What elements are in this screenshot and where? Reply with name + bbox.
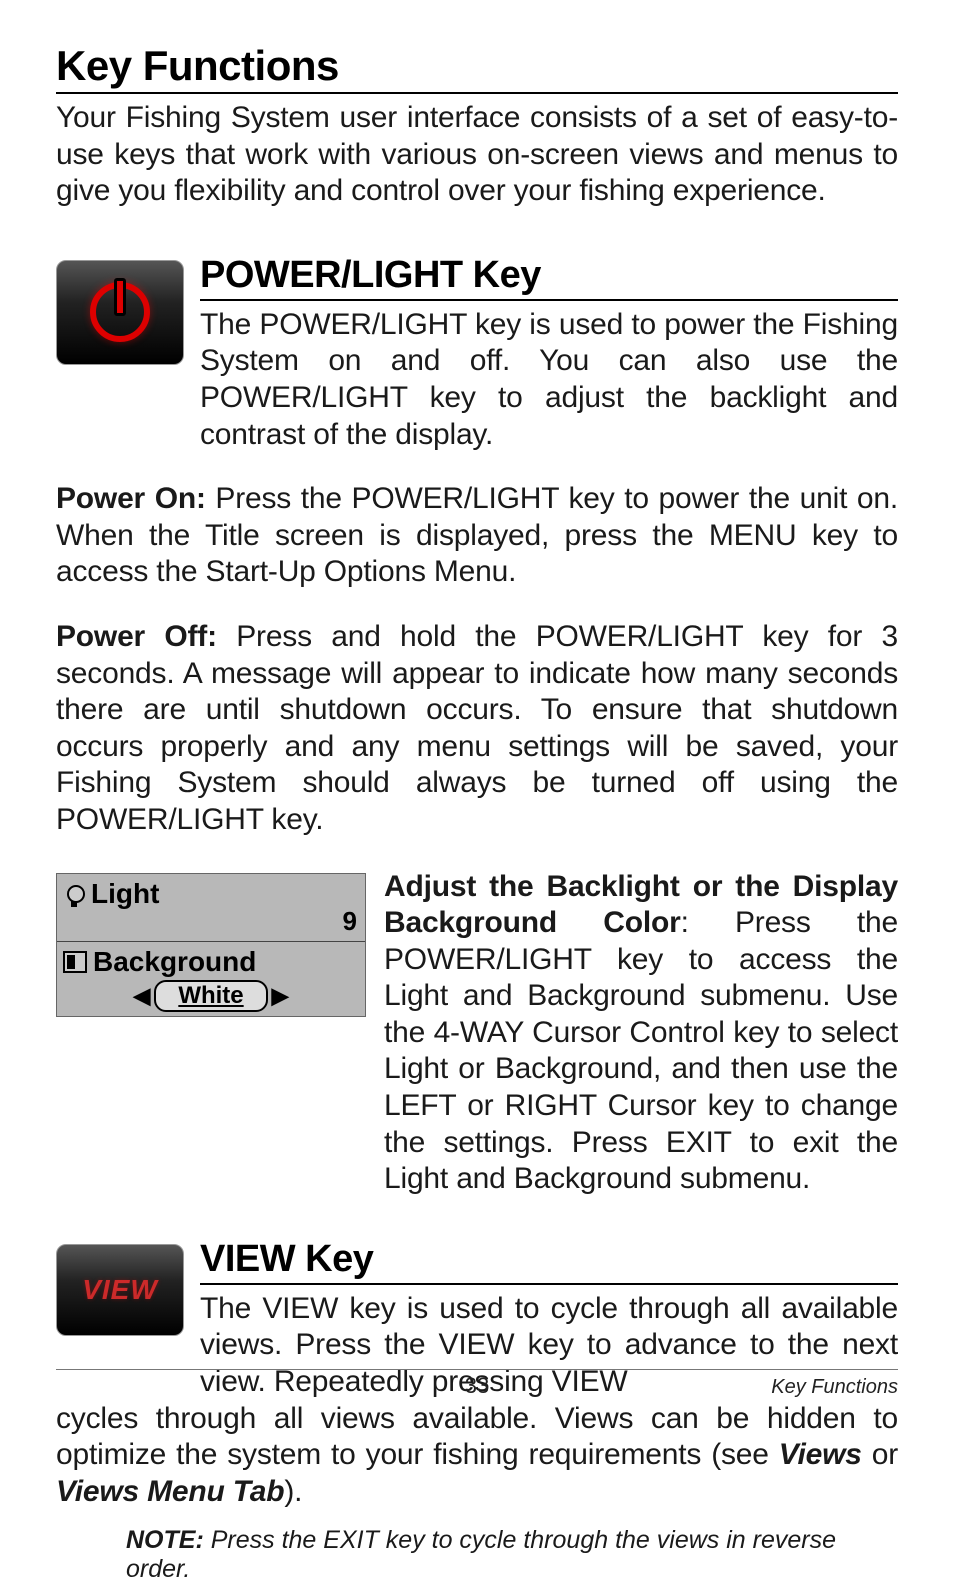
power-off-label: Power Off: xyxy=(56,620,217,653)
view-heading: VIEW Key xyxy=(200,1238,898,1285)
backlight-row: Light 9 Background ◀ White ▶ Adjust the … xyxy=(56,869,898,1198)
menu-light-value: 9 xyxy=(343,906,357,937)
note-text: Press the EXIT key to cycle through the … xyxy=(126,1526,836,1583)
page-number: 33 xyxy=(465,1373,489,1399)
menu-light-label: Light xyxy=(91,878,159,910)
background-icon xyxy=(63,951,87,973)
page-label: Key Functions xyxy=(771,1376,898,1399)
bulb-icon xyxy=(63,881,85,907)
intro-paragraph: Your Fishing System user interface consi… xyxy=(56,100,898,210)
power-light-section: POWER/LIGHT Key The POWER/LIGHT key is u… xyxy=(56,254,898,453)
left-arrow-icon: ◀ xyxy=(133,983,150,1009)
power-off-paragraph: Power Off: Press and hold the POWER/LIGH… xyxy=(56,619,898,839)
page-title: Key Functions xyxy=(56,42,898,94)
power-glyph-icon xyxy=(90,282,150,342)
view-p1c: ). xyxy=(284,1475,302,1508)
power-on-label: Power On: xyxy=(56,482,206,515)
menu-row-light: Light 9 xyxy=(57,874,365,942)
power-on-paragraph: Power On: Press the POWER/LIGHT key to p… xyxy=(56,481,898,591)
page-footer: 33 Key Functions xyxy=(56,1369,898,1399)
right-arrow-icon: ▶ xyxy=(272,983,289,1009)
menu-background-selector: ◀ White ▶ xyxy=(63,980,359,1012)
views-menu-ital: Views Menu Tab xyxy=(56,1475,284,1508)
backlight-text: : Press the POWER/LIGHT key to access th… xyxy=(384,906,898,1195)
view-p1b: cycles through all views available. View… xyxy=(56,1402,898,1472)
menu-background-value: White xyxy=(154,980,267,1012)
backlight-paragraph: Adjust the Backlight or the Display Back… xyxy=(384,869,898,1198)
power-heading: POWER/LIGHT Key xyxy=(200,254,898,301)
note-line: NOTE: Press the EXIT key to cycle throug… xyxy=(126,1526,898,1584)
views-ital: Views xyxy=(779,1438,862,1471)
or-text: or xyxy=(862,1438,898,1471)
power-p1: The POWER/LIGHT key is used to power the… xyxy=(200,307,898,453)
view-p1-wrap: cycles through all views available. View… xyxy=(56,1401,898,1511)
note-label: NOTE: xyxy=(126,1526,204,1554)
view-key-icon: VIEW xyxy=(56,1244,184,1336)
menu-screenshot: Light 9 Background ◀ White ▶ xyxy=(56,873,366,1017)
power-key-icon xyxy=(56,260,184,365)
view-key-label: VIEW xyxy=(82,1274,158,1306)
menu-row-background: Background ◀ White ▶ xyxy=(57,942,365,1016)
menu-background-label: Background xyxy=(93,946,256,978)
